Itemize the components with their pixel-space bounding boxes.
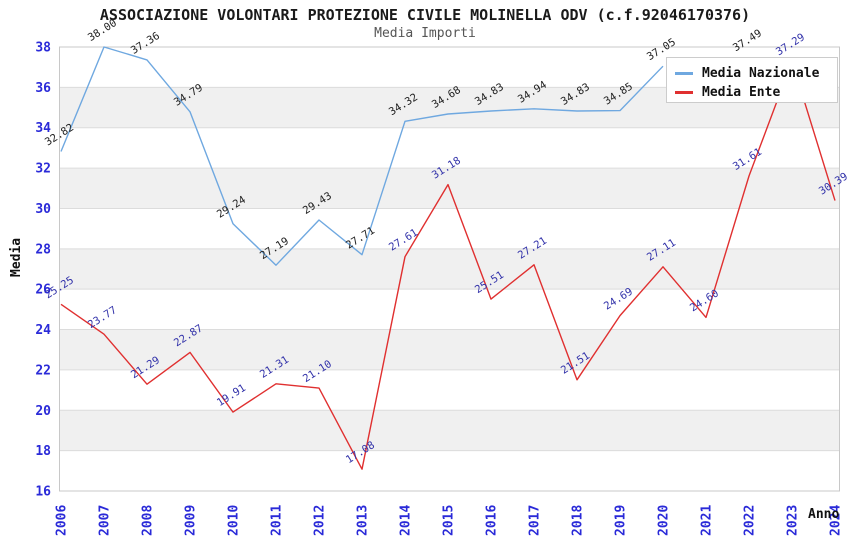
x-tick-label: 2010: [227, 505, 242, 536]
y-tick-label: 30: [35, 202, 51, 217]
x-tick-label: 2022: [743, 505, 758, 536]
legend: Media Nazionale Media Ente: [666, 57, 838, 103]
data-label: 27.71: [344, 225, 377, 252]
band: [59, 329, 840, 370]
y-tick-label: 20: [35, 404, 51, 419]
data-label: 24.60: [688, 287, 721, 314]
y-tick-label: 34: [35, 121, 51, 136]
data-label: 23.77: [86, 304, 119, 331]
band: [59, 410, 840, 451]
y-tick-label: 28: [35, 242, 51, 257]
plot-border: [59, 46, 840, 492]
x-tick-label: 2021: [700, 505, 715, 536]
series-line-media-ente: [60, 60, 836, 470]
y-tick-label: 38: [35, 41, 51, 56]
legend-label-nazionale: Media Nazionale: [702, 66, 820, 81]
x-tick-label: 2008: [141, 505, 156, 536]
x-tick-label: 2015: [442, 505, 457, 536]
x-axis-title: Anno: [808, 507, 840, 522]
y-tick-label: 36: [35, 81, 51, 96]
legend-item-media-ente: Media Ente: [675, 83, 837, 102]
y-tick-label: 18: [35, 444, 51, 459]
legend-swatch-ente-icon: [675, 91, 693, 94]
chart-subtitle: Media Importi: [374, 26, 476, 41]
x-tick-label: 2016: [485, 505, 500, 536]
y-tick-label: 24: [35, 323, 51, 338]
x-tick-label: 2018: [571, 505, 586, 536]
y-tick-label: 22: [35, 363, 51, 378]
legend-item-media-nazionale: Media Nazionale: [675, 64, 837, 83]
x-tick-label: 2017: [528, 505, 543, 536]
x-tick-label: 2007: [98, 505, 113, 536]
x-tick-label: 2011: [270, 505, 285, 536]
y-tick-label: 32: [35, 162, 51, 177]
x-tick-label: 2014: [399, 505, 414, 536]
band: [59, 248, 840, 290]
x-tick-label: 2013: [356, 505, 371, 536]
legend-swatch-nazionale-icon: [675, 72, 693, 75]
legend-label-ente: Media Ente: [702, 85, 781, 100]
x-tick-label: 2009: [184, 505, 199, 536]
x-tick-label: 2024: [829, 505, 844, 536]
y-tick-label: 16: [35, 485, 51, 500]
x-tick-label: 2020: [657, 505, 672, 536]
y-axis-title: Media: [9, 237, 24, 277]
x-tick-label: 2023: [786, 505, 801, 536]
y-tick-label: 26: [35, 283, 51, 298]
x-tick-label: 2019: [614, 505, 629, 536]
chart-title: ASSOCIAZIONE VOLONTARI PROTEZIONE CIVILE…: [99, 6, 751, 24]
x-tick-label: 2012: [313, 505, 328, 536]
x-tick-label: 2006: [55, 505, 70, 536]
